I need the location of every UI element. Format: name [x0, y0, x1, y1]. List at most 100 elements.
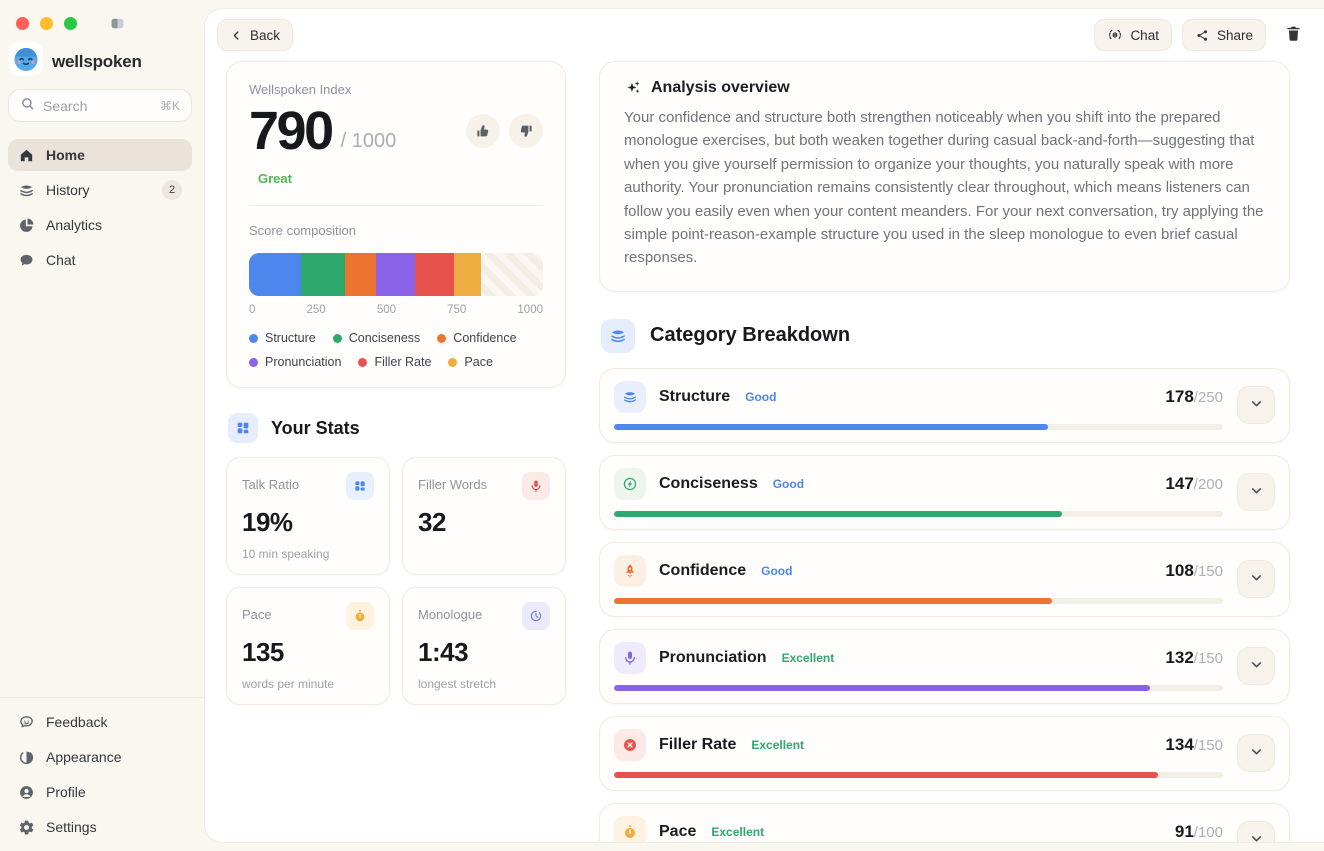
your-stats-header: Your Stats: [228, 413, 566, 443]
expand-category-button[interactable]: [1237, 473, 1275, 512]
legend-item: Confidence: [437, 331, 517, 345]
category-name: Confidence: [659, 561, 747, 579]
card-divider: [249, 205, 543, 206]
legend-label: Filler Rate: [374, 355, 432, 369]
right-column: Analysis overview Your confidence and st…: [599, 61, 1290, 842]
sidebar-item-label: Feedback: [46, 714, 108, 730]
back-button[interactable]: Back: [217, 19, 294, 51]
close-window-button[interactable]: [16, 17, 29, 30]
rocket-icon: [614, 554, 646, 587]
sidebar-item-label: Home: [46, 147, 85, 163]
sidebar-toggle-icon[interactable]: [109, 16, 126, 31]
category-row-pronunciation: Pronunciation Excellent 132/150: [599, 628, 1290, 704]
timer-icon: [522, 602, 550, 630]
sidebar-item-feedback[interactable]: Feedback: [8, 706, 196, 738]
legend-label: Confidence: [453, 331, 517, 345]
profile-icon: [18, 784, 35, 801]
back-button-label: Back: [250, 27, 281, 43]
category-score: 108: [1165, 560, 1194, 580]
your-stats-title: Your Stats: [271, 417, 360, 438]
category-progress-fill: [614, 423, 1048, 430]
app-title: wellspoken: [52, 51, 142, 71]
chevron-down-icon: [1249, 483, 1264, 501]
sidebar-item-profile[interactable]: Profile: [8, 776, 196, 808]
chat-button-label: Chat: [1130, 27, 1159, 43]
composition-segment-structure: [249, 253, 302, 296]
composition-legend: Structure Conciseness Confidence Pronunc…: [249, 331, 543, 369]
legend-label: Structure: [265, 331, 316, 345]
chevron-down-icon: [1249, 396, 1264, 414]
sidebar-footer: Feedback Appearance Profile Settings: [0, 697, 204, 851]
category-progress-track: [614, 423, 1223, 430]
delete-button[interactable]: [1276, 18, 1310, 52]
share-button[interactable]: Share: [1181, 19, 1266, 51]
composition-segment-conciseness: [301, 253, 345, 296]
category-progress-fill: [614, 771, 1159, 778]
thumbs-up-button[interactable]: [466, 114, 500, 148]
category-status-badge: Good: [772, 476, 805, 491]
stat-card-pace: Pace 135 words per minute: [226, 587, 390, 705]
stat-card-filler-words: Filler Words 32: [402, 457, 566, 575]
sidebar-item-label: Profile: [46, 784, 86, 800]
expand-category-button[interactable]: [1237, 734, 1275, 773]
expand-category-button[interactable]: [1237, 560, 1275, 599]
category-name: Conciseness: [659, 474, 758, 492]
stat-label: Filler Words: [418, 477, 488, 492]
legend-dot: [437, 333, 447, 343]
stat-card-monologue: Monologue 1:43 longest stretch: [402, 587, 566, 705]
mic-icon: [614, 641, 646, 674]
axis-tick: 500: [376, 304, 396, 316]
sidebar-item-appearance[interactable]: Appearance: [8, 741, 196, 773]
stat-label: Pace: [242, 607, 272, 622]
layers-icon: [601, 318, 635, 353]
category-name: Filler Rate: [659, 735, 737, 753]
category-row-conciseness: Conciseness Good 147/200: [599, 454, 1290, 530]
category-status-badge: Excellent: [781, 650, 835, 665]
category-score: 91: [1174, 821, 1194, 841]
sidebar: wellspoken Search ⌘K Home History 2: [0, 0, 204, 851]
history-count-badge: 2: [162, 180, 182, 200]
legend-dot: [448, 357, 458, 367]
search-input[interactable]: Search ⌘K: [8, 89, 192, 122]
analysis-title: Analysis overview: [651, 79, 790, 96]
composition-segment-confidence: [344, 253, 377, 296]
chevron-down-icon: [1249, 831, 1264, 842]
stat-label: Monologue: [418, 607, 483, 622]
sidebar-item-chat[interactable]: Chat: [8, 244, 192, 276]
sidebar-item-history[interactable]: History 2: [8, 174, 192, 206]
category-name: Structure: [659, 387, 731, 405]
category-progress-track: [614, 684, 1223, 691]
expand-category-button[interactable]: [1237, 647, 1275, 686]
category-progress-track: [614, 510, 1223, 517]
sidebar-item-home[interactable]: Home: [8, 139, 192, 171]
sidebar-item-label: Appearance: [46, 749, 122, 765]
minimize-window-button[interactable]: [40, 17, 53, 30]
expand-category-button[interactable]: [1237, 821, 1275, 842]
chevron-down-icon: [1249, 657, 1264, 675]
category-score-max: /150: [1193, 649, 1223, 667]
category-row-structure: Structure Good 178/250: [599, 367, 1290, 443]
composition-segment-pace: [454, 253, 482, 296]
share-icon: [1195, 28, 1210, 43]
category-row-pace: Pace Excellent 91/100: [599, 802, 1290, 842]
feedback-thumbs: [466, 114, 543, 148]
chat-button[interactable]: Chat: [1094, 19, 1172, 51]
sidebar-item-analytics[interactable]: Analytics: [8, 209, 192, 241]
expand-category-button[interactable]: [1237, 386, 1275, 425]
share-button-label: Share: [1216, 27, 1253, 43]
composition-title: Score composition: [249, 223, 356, 238]
legend-label: Pronunciation: [265, 355, 342, 369]
sidebar-item-settings[interactable]: Settings: [8, 811, 196, 843]
maximize-window-button[interactable]: [64, 17, 77, 30]
chevron-left-icon: [230, 29, 243, 42]
thumbs-down-button[interactable]: [509, 114, 543, 148]
sidebar-item-label: Chat: [46, 252, 76, 268]
axis-tick: 750: [447, 304, 467, 316]
legend-dot: [332, 333, 342, 343]
legend-dot: [249, 333, 258, 343]
x-circle-icon: [614, 728, 646, 761]
mic-icon: [522, 472, 550, 500]
appearance-icon: [18, 749, 35, 766]
composition-segment-pronunciation: [376, 253, 416, 296]
category-score-max: /100: [1193, 823, 1223, 841]
